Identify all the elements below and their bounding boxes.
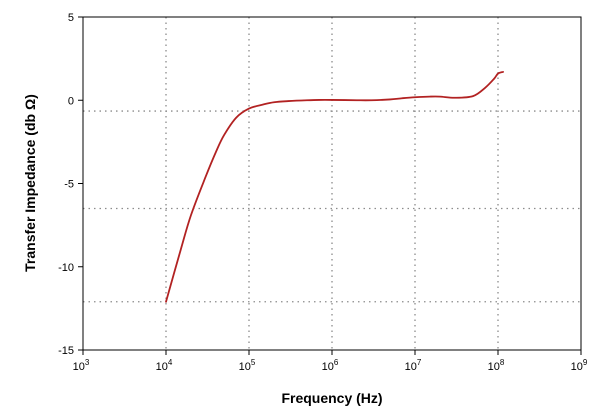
x-tick-label: 104 [156,358,173,373]
y-tick-label: 5 [68,12,74,24]
x-tick-label: 107 [405,358,422,373]
series-layer [165,71,504,303]
y-tick-label: 0 [68,95,74,107]
tick-labels: 103 104 105 106 107 108 109 5 0 -5 -10 -15 [58,12,588,373]
x-axis-title: Frequency (Hz) [281,390,382,406]
x-tick-label: 105 [239,358,256,373]
x-tick-label: 109 [571,358,588,373]
x-tick-label: 108 [488,358,505,373]
x-tick-label: 106 [322,358,339,373]
y-tick-label: -15 [58,345,74,357]
transfer-impedance-series-line [165,71,504,303]
axis-ticks [78,16,582,355]
y-tick-label: -10 [58,262,74,274]
grid-lines [83,17,581,350]
x-tick-label: 103 [73,358,90,373]
y-axis-title: Transfer Impedance (db Ω) [22,94,38,272]
y-tick-label: -5 [64,179,74,191]
